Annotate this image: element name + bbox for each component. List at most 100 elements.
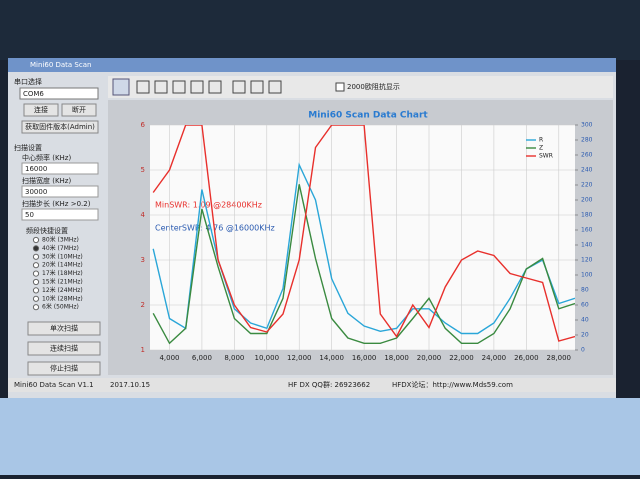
button-label: 连续扫描 — [50, 344, 78, 353]
y2-tick-label: 20 — [581, 332, 589, 339]
x-tick-label: 6,000 — [192, 354, 212, 362]
x-tick-label: 26,000 — [514, 354, 539, 362]
y-tick-label: 1 — [141, 346, 145, 354]
radio[interactable] — [32, 295, 40, 302]
y-tick-label: 4 — [141, 211, 146, 219]
title-bar — [8, 58, 616, 72]
series-line — [152, 125, 575, 342]
radio-label: 10米 (28MHz) — [42, 294, 83, 302]
y2-tick-label: 120 — [581, 257, 593, 264]
text-input[interactable] — [21, 162, 99, 175]
field-value: 16000 — [25, 165, 47, 173]
y2-tick-label: 220 — [581, 182, 593, 189]
status-text: Mini60 Data Scan V1.1 — [14, 381, 94, 389]
button-label: 单次扫描 — [50, 324, 78, 333]
radio-label: 17米 (18MHz) — [42, 269, 83, 277]
y2-tick-label: 40 — [581, 317, 589, 324]
radio[interactable] — [32, 253, 40, 260]
field-value: 50 — [25, 211, 34, 219]
tool-save[interactable] — [250, 80, 264, 94]
window-title: Mini60 Data Scan — [30, 61, 91, 69]
legend-label: SWR — [539, 153, 553, 160]
text-input[interactable] — [21, 208, 99, 221]
legend-label: R — [539, 137, 543, 144]
y-tick-label: 6 — [141, 121, 146, 129]
radio[interactable] — [32, 270, 40, 277]
tool-pan[interactable] — [154, 80, 168, 94]
status-text: 2017.10.15 — [110, 381, 150, 389]
button-label: 断开 — [72, 105, 86, 114]
y2-tick-label: 80 — [581, 287, 589, 294]
button[interactable] — [21, 120, 99, 134]
radio-label: 12米 (24MHz) — [42, 286, 83, 294]
tool-print[interactable] — [232, 80, 246, 94]
radio[interactable] — [32, 287, 40, 294]
y-tick-label: 2 — [141, 301, 145, 309]
tool-pointer[interactable] — [112, 78, 130, 96]
tool-zoom[interactable] — [172, 80, 186, 94]
y2-tick-label: 180 — [581, 212, 593, 219]
y-tick-label: 5 — [141, 166, 145, 174]
port-value: COM6 — [23, 90, 44, 98]
x-tick-label: 16,000 — [352, 354, 377, 362]
radio-label: 30米 (10MHz) — [42, 252, 83, 260]
y2-tick-label: 140 — [581, 242, 593, 249]
button[interactable] — [61, 103, 97, 117]
button[interactable] — [27, 361, 101, 376]
x-tick-label: 20,000 — [417, 354, 442, 362]
y2-tick-label: 260 — [581, 152, 593, 159]
button[interactable] — [27, 341, 101, 356]
button-label: 获取固件版本(Admin) — [25, 122, 95, 131]
radio-label: 40米 (7MHz) — [42, 244, 79, 252]
x-tick-label: 22,000 — [449, 354, 474, 362]
radio-label: 6米 (50MHz) — [42, 303, 79, 311]
chart-title: Mini60 Scan Data Chart — [308, 111, 428, 121]
radio[interactable] — [32, 304, 40, 311]
y2-tick-label: 280 — [581, 137, 593, 144]
status-text: HFDX论坛：http://www.Mds59.com — [392, 380, 513, 389]
text-input[interactable] — [21, 185, 99, 198]
status-text: HF DX QQ群: 26923662 — [288, 380, 370, 389]
field-value: 30000 — [25, 188, 47, 196]
option-checkbox[interactable] — [335, 82, 345, 92]
field-label: 扫描宽度 (KHz) — [22, 176, 71, 185]
series-line — [152, 184, 575, 345]
option-label: 2000欧阻抗显示 — [347, 82, 400, 91]
y-tick-label: 3 — [141, 256, 145, 264]
x-tick-label: 10,000 — [255, 354, 280, 362]
annotation: MinSWR: 1.09 @28400KHz — [155, 201, 262, 210]
x-tick-label: 4,000 — [159, 354, 179, 362]
radio-label: 20米 (14MHz) — [42, 261, 83, 269]
y2-tick-label: 60 — [581, 302, 589, 309]
button[interactable] — [27, 321, 101, 336]
radio[interactable] — [32, 245, 40, 252]
y2-tick-label: 100 — [581, 272, 593, 279]
field-label: 中心频率 (KHz) — [22, 153, 71, 162]
group-label: 频段快捷设置 — [26, 226, 68, 235]
radio[interactable] — [32, 278, 40, 286]
y2-tick-label: 200 — [581, 197, 593, 204]
x-tick-label: 28,000 — [547, 354, 572, 362]
x-tick-label: 8,000 — [224, 354, 244, 362]
y2-tick-label: 0 — [581, 347, 585, 354]
button[interactable] — [23, 103, 59, 117]
tool-fit[interactable] — [190, 80, 204, 94]
legend-label: Z — [539, 145, 543, 152]
tool-3d[interactable] — [268, 80, 282, 94]
radio-label: 15米 (21MHz) — [42, 278, 83, 286]
tool-copy[interactable] — [208, 80, 222, 94]
y2-tick-label: 240 — [581, 167, 593, 174]
plot-area — [150, 125, 575, 350]
taskbar — [0, 398, 640, 475]
radio[interactable] — [32, 236, 40, 244]
radio[interactable] — [32, 262, 40, 269]
group-label: 扫描设置 — [14, 143, 42, 152]
radio-label: 80米 (3MHz) — [42, 236, 79, 244]
x-tick-label: 14,000 — [319, 354, 344, 362]
x-tick-label: 12,000 — [287, 354, 312, 362]
y2-tick-label: 160 — [581, 227, 593, 234]
port-select[interactable] — [19, 87, 99, 100]
y2-tick-label: 300 — [581, 122, 593, 129]
tool-rotate[interactable] — [136, 80, 150, 94]
